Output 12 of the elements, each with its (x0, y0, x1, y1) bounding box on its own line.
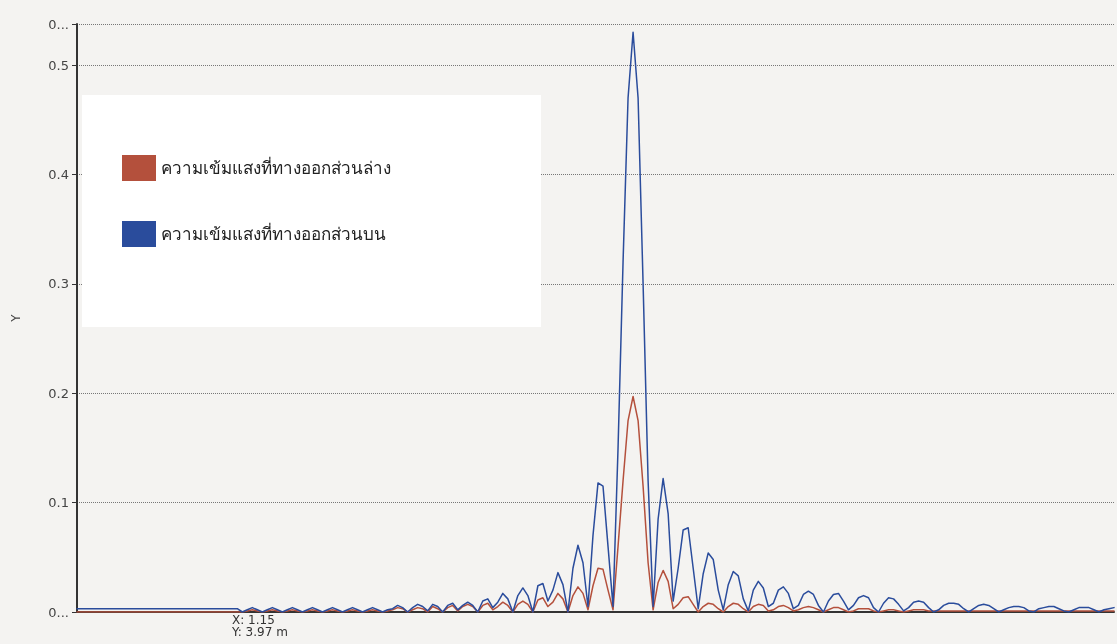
legend-label: ความเข้มแสงที่ทางออกส่วนล่าง (161, 156, 391, 178)
y-tick-label: 0.5 (48, 57, 69, 73)
y-tick-label: 0.4 (48, 166, 69, 182)
y-tick-label: 0... (48, 604, 69, 620)
legend-label: ความเข้มแสงที่ทางออกส่วนบน (161, 222, 386, 244)
y-axis-title: Y (9, 313, 23, 323)
y-tick-label: 0.1 (48, 495, 69, 511)
text: X: 1.15 (232, 613, 275, 627)
y-tick-label: 0.3 (48, 276, 69, 292)
text: Y: 3.97 m (231, 625, 288, 639)
y-tick-label: 0... (48, 16, 69, 32)
y-tick-label: 0.2 (48, 385, 69, 401)
